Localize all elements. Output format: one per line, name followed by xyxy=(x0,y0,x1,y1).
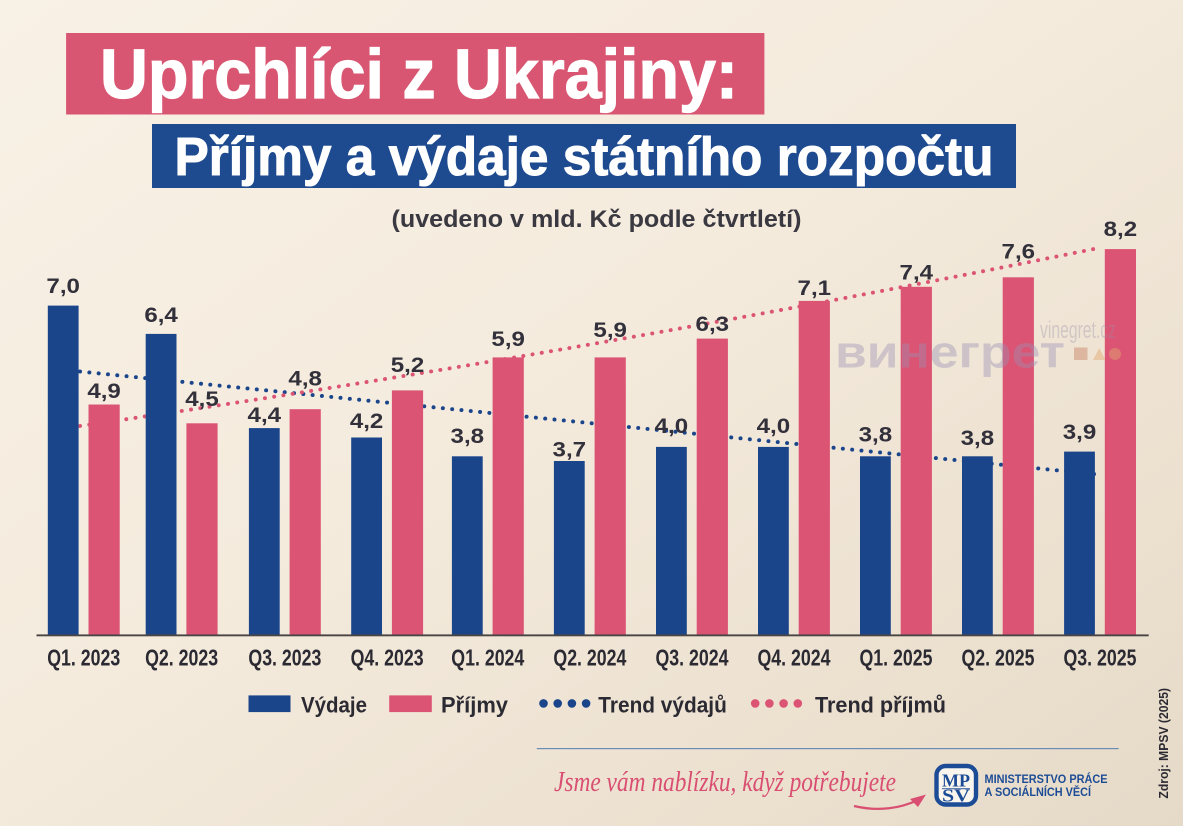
svg-text:4,4: 4,4 xyxy=(248,404,282,427)
svg-text:Q4. 2024: Q4. 2024 xyxy=(758,645,831,671)
svg-text:Trend příjmů: Trend příjmů xyxy=(815,693,946,718)
svg-text:7,0: 7,0 xyxy=(46,275,80,298)
svg-text:Jsme vám nablízku, když potřeb: Jsme vám nablízku, když potřebujete xyxy=(554,767,896,798)
svg-text:винегрет: винегрет xyxy=(835,327,1065,378)
svg-text:A SOCIÁLNÍCH VĚCÍ: A SOCIÁLNÍCH VĚCÍ xyxy=(985,784,1092,799)
svg-text:4,9: 4,9 xyxy=(87,380,121,403)
svg-text:Trend výdajů: Trend výdajů xyxy=(598,693,727,718)
svg-text:Výdaje: Výdaje xyxy=(301,693,367,718)
svg-text:4,0: 4,0 xyxy=(655,415,689,438)
svg-text:Zdroj: MPSV (2025): Zdroj: MPSV (2025) xyxy=(1157,688,1171,799)
svg-text:3,8: 3,8 xyxy=(451,425,485,448)
svg-text:8,2: 8,2 xyxy=(1104,218,1138,241)
svg-text:Q2. 2024: Q2. 2024 xyxy=(553,645,626,671)
svg-text:6,4: 6,4 xyxy=(144,304,178,327)
svg-text:5,2: 5,2 xyxy=(391,354,425,377)
svg-text:Q1. 2024: Q1. 2024 xyxy=(451,645,524,671)
svg-text:3,9: 3,9 xyxy=(1063,421,1097,444)
svg-text:4,2: 4,2 xyxy=(350,410,384,433)
svg-text:4,0: 4,0 xyxy=(757,415,791,438)
svg-text:vinegret.cz: vinegret.cz xyxy=(1040,317,1116,344)
svg-text:Q1. 2023: Q1. 2023 xyxy=(47,645,120,671)
svg-text:3,8: 3,8 xyxy=(859,424,893,447)
svg-text:7,4: 7,4 xyxy=(900,262,934,285)
svg-text:5,9: 5,9 xyxy=(593,319,627,342)
svg-text:Q3. 2024: Q3. 2024 xyxy=(656,645,729,671)
svg-text:Q2. 2023: Q2. 2023 xyxy=(145,645,218,671)
svg-text:(uvedeno v mld. Kč podle čtvrt: (uvedeno v mld. Kč podle čtvrtletí) xyxy=(392,206,802,233)
svg-text:Q2. 2025: Q2. 2025 xyxy=(962,645,1035,671)
svg-text:4,8: 4,8 xyxy=(288,368,322,391)
svg-text:Příjmy: Příjmy xyxy=(441,693,508,718)
svg-text:Příjmy a výdaje státního rozpo: Příjmy a výdaje státního rozpočtu xyxy=(175,127,994,187)
svg-text:MP: MP xyxy=(942,771,970,791)
svg-text:4,5: 4,5 xyxy=(185,388,219,411)
svg-text:Q3. 2025: Q3. 2025 xyxy=(1064,645,1137,671)
svg-text:Uprchlíci z Ukrajiny:: Uprchlíci z Ukrajiny: xyxy=(100,35,738,113)
svg-text:5,9: 5,9 xyxy=(491,328,525,351)
svg-text:3,8: 3,8 xyxy=(961,427,995,450)
svg-text:3,7: 3,7 xyxy=(553,439,587,462)
svg-text:Q1. 2025: Q1. 2025 xyxy=(860,645,933,671)
svg-text:7,6: 7,6 xyxy=(1002,241,1036,264)
svg-text:6,3: 6,3 xyxy=(696,313,730,336)
svg-text:7,1: 7,1 xyxy=(798,277,832,300)
svg-text:Q4. 2023: Q4. 2023 xyxy=(351,645,424,671)
svg-text:SV: SV xyxy=(942,786,970,806)
svg-text:MINISTERSTVO PRÁCE: MINISTERSTVO PRÁCE xyxy=(985,771,1108,786)
svg-text:Q3. 2023: Q3. 2023 xyxy=(248,645,321,671)
